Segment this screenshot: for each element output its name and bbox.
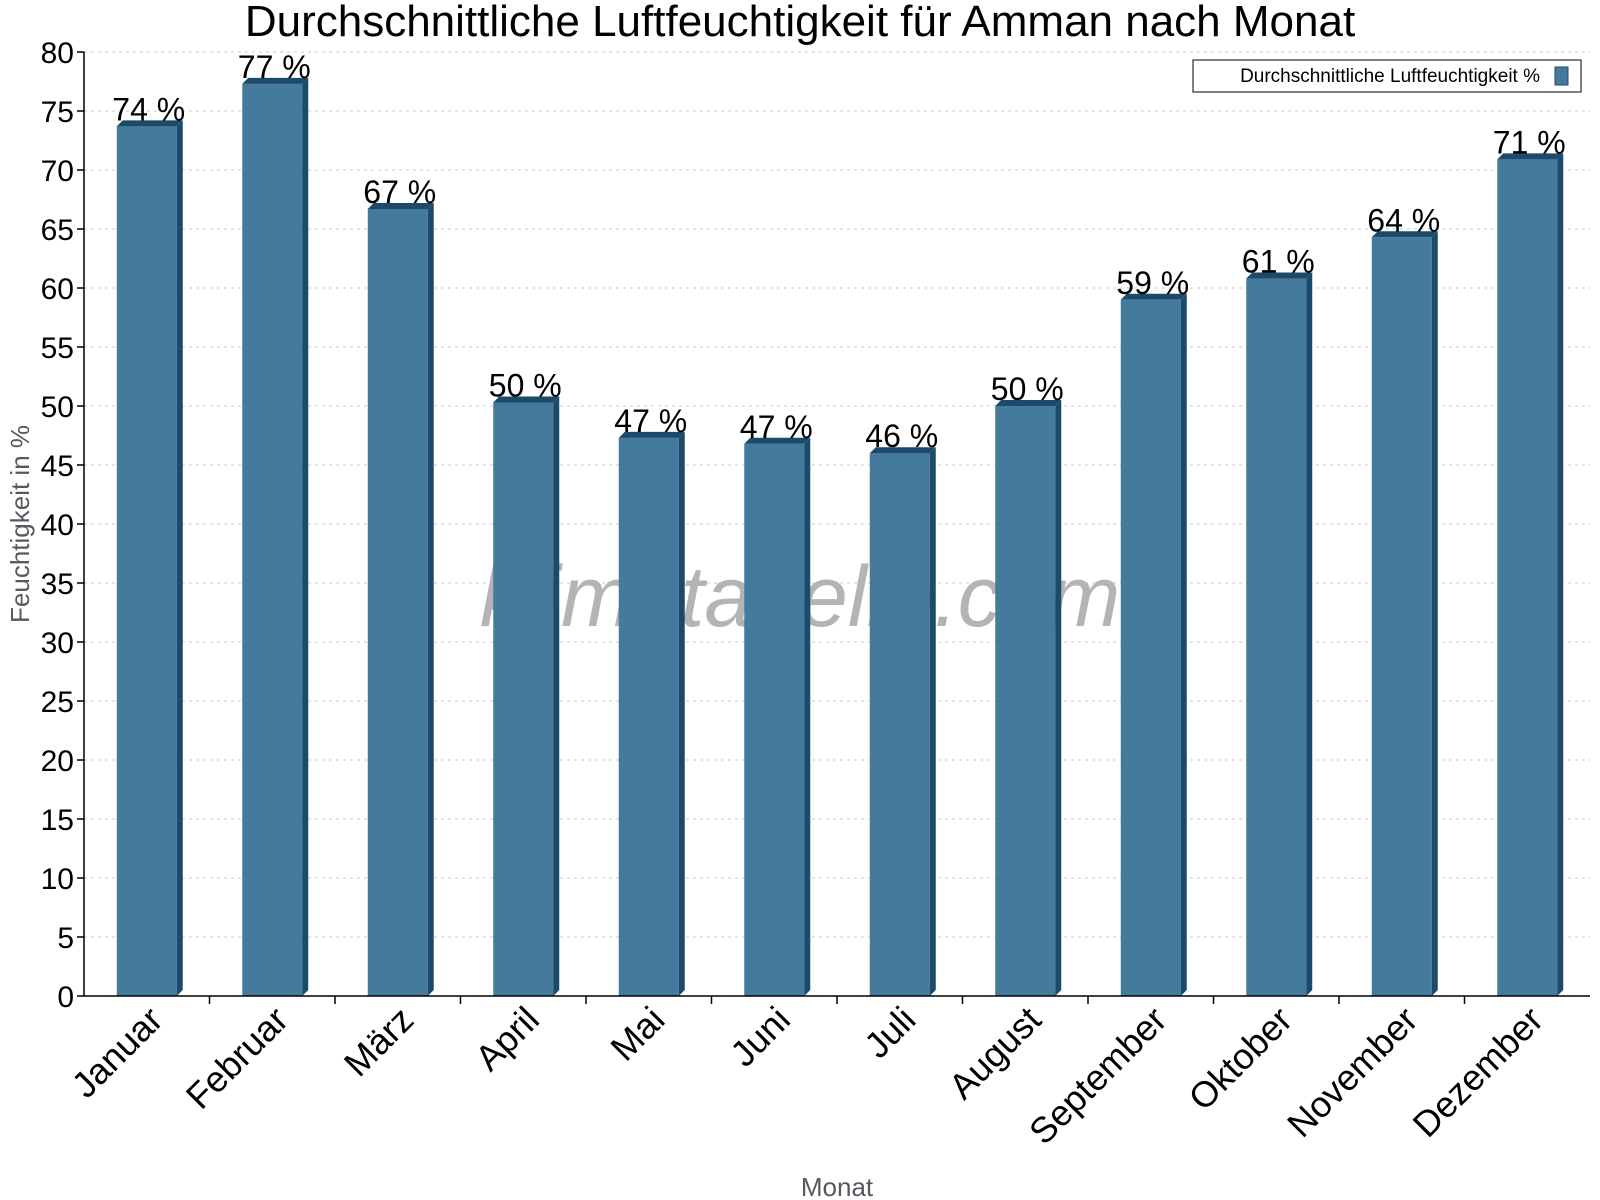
bar-front xyxy=(995,406,1056,996)
bar-dezember xyxy=(1497,153,1564,996)
y-tick-label: 80 xyxy=(41,37,74,70)
bar-top xyxy=(242,77,309,84)
bar-front xyxy=(1497,159,1558,996)
bar-oktober xyxy=(1246,272,1313,996)
bar-front xyxy=(1246,278,1307,996)
data-label: 64 % xyxy=(1367,202,1440,238)
bar-september xyxy=(1120,293,1187,996)
bar-side xyxy=(804,437,811,996)
bar-side xyxy=(1055,400,1062,996)
data-label: 59 % xyxy=(1116,265,1189,301)
data-label: 71 % xyxy=(1493,124,1566,160)
bar-top xyxy=(1371,231,1438,238)
bar-front xyxy=(1371,237,1432,996)
bar-side xyxy=(929,447,936,996)
bar-top xyxy=(1246,272,1313,279)
y-tick-label: 25 xyxy=(41,686,74,719)
y-tick-label: 30 xyxy=(41,627,74,660)
x-axis-label: Monat xyxy=(801,1172,874,1200)
y-tick-label: 5 xyxy=(57,922,74,955)
bar-side xyxy=(553,396,560,997)
bar-top xyxy=(493,396,560,403)
bar-side xyxy=(1306,272,1313,996)
y-tick-label: 55 xyxy=(41,332,74,365)
bar-side xyxy=(427,202,434,996)
bar-juli xyxy=(869,447,936,996)
bar-top xyxy=(1120,293,1187,300)
chart-title: Durchschnittliche Luftfeuchtigkeit für A… xyxy=(245,0,1355,46)
bar-november xyxy=(1371,231,1438,996)
bar-mai xyxy=(618,431,685,996)
data-label: 77 % xyxy=(238,49,311,85)
legend-swatch xyxy=(1554,66,1569,86)
legend-box xyxy=(1192,59,1582,93)
y-tick-label: 75 xyxy=(41,96,74,129)
data-label: 47 % xyxy=(614,403,687,439)
bar-side xyxy=(1180,293,1187,996)
y-ticks: 0 5 10 15 20 25 30 35 40 45 50 55 60 65 70 75 80 xyxy=(41,37,84,1014)
y-tick-label: 65 xyxy=(41,214,74,247)
bar-front xyxy=(618,437,679,996)
bar-juni xyxy=(744,437,811,996)
bar-top xyxy=(367,202,434,209)
y-tick-label: 10 xyxy=(41,863,74,896)
bar-side xyxy=(678,431,685,996)
bar-front xyxy=(493,402,554,997)
bar-side xyxy=(302,77,309,997)
y-tick-label: 0 xyxy=(57,981,74,1014)
data-label: 50 % xyxy=(489,367,562,403)
y-axis-label: Feuchtigkeit in % xyxy=(5,425,35,623)
bar-front xyxy=(1120,299,1181,996)
bar-april xyxy=(493,396,560,997)
bar-side xyxy=(176,120,183,997)
bar-front xyxy=(744,443,805,996)
bar-top xyxy=(116,120,183,127)
y-tick-label: 50 xyxy=(41,391,74,424)
legend-label: Durchschnittliche Luftfeuchtigkeit % xyxy=(1240,66,1540,87)
bar-side xyxy=(1431,231,1438,996)
bar-top xyxy=(1497,153,1564,160)
bar-top xyxy=(744,437,811,444)
bar-top xyxy=(618,431,685,438)
y-tick-label: 15 xyxy=(41,804,74,837)
y-tick-label: 20 xyxy=(41,745,74,778)
bar-januar xyxy=(116,120,183,997)
bar-top xyxy=(869,447,936,454)
legend: Durchschnittliche Luftfeuchtigkeit % xyxy=(1192,59,1582,93)
bar-front xyxy=(116,126,177,997)
grid-lines xyxy=(84,51,1590,938)
bar-februar xyxy=(242,77,309,997)
data-label: 50 % xyxy=(991,371,1064,407)
bar-top xyxy=(995,400,1062,406)
data-label: 46 % xyxy=(865,418,938,454)
bar-märz xyxy=(367,202,434,996)
bar-front xyxy=(869,453,930,996)
data-label: 67 % xyxy=(363,174,436,210)
y-tick-label: 60 xyxy=(41,273,74,306)
bar-august xyxy=(995,400,1062,996)
y-tick-label: 45 xyxy=(41,450,74,483)
data-label: 74 % xyxy=(112,91,185,127)
bar-front xyxy=(367,208,428,996)
bar-side xyxy=(1557,153,1564,996)
data-label: 47 % xyxy=(740,409,813,445)
bars xyxy=(116,77,1564,997)
data-labels: 74 % 77 % 67 % 50 % 47 % 47 % 46 % 50 % 59 % 61 %… xyxy=(112,49,1565,454)
y-tick-label: 70 xyxy=(41,155,74,188)
data-label: 61 % xyxy=(1242,244,1315,280)
bar-front xyxy=(242,83,303,997)
y-tick-label: 35 xyxy=(41,568,74,601)
y-tick-label: 40 xyxy=(41,509,74,542)
